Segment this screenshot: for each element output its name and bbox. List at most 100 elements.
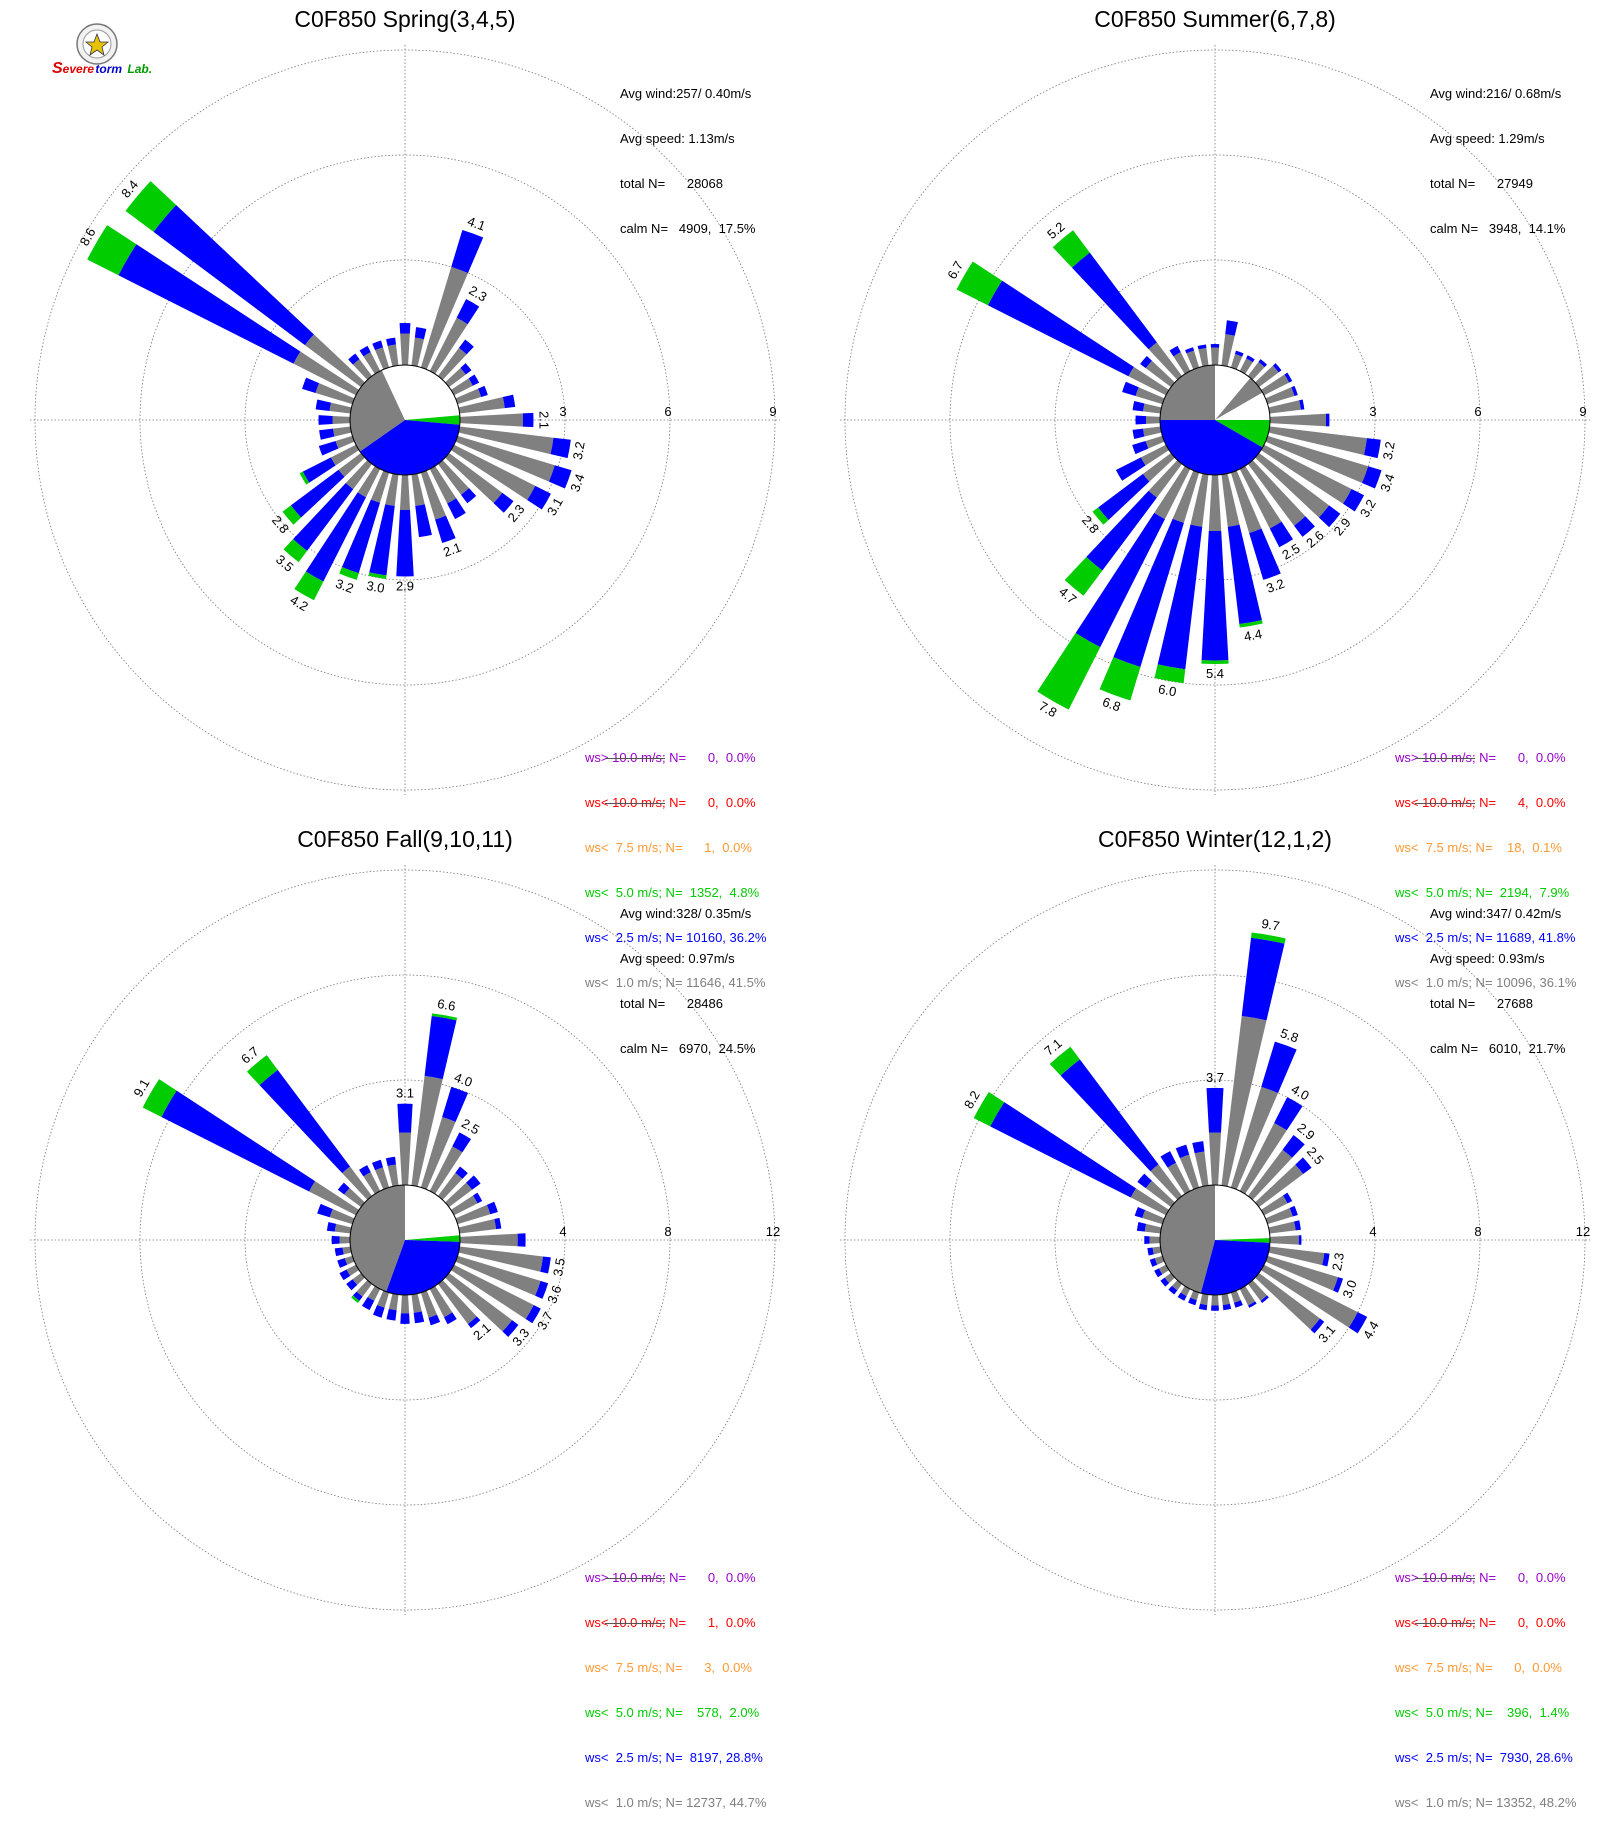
bar-segment (1230, 1086, 1279, 1190)
bar-segment (451, 1264, 534, 1319)
bar-segment (1177, 1292, 1187, 1301)
bar-segment (956, 261, 1003, 306)
bar-segment (294, 571, 324, 601)
bar-segment (1201, 660, 1229, 664)
bar-segment (455, 388, 482, 405)
bar-segment (486, 1201, 498, 1215)
bar-segment (1272, 363, 1282, 373)
bar-segment (437, 1280, 477, 1324)
legend-row: ws> 10.0 m/s; N= 0, 0.0% (1395, 750, 1566, 765)
bar-segment (455, 1204, 491, 1225)
calm-pie-slice (405, 365, 460, 420)
bar-segment (458, 397, 505, 414)
bar-segment (1294, 516, 1315, 537)
speed-legend: ws> 10.0 m/s; N= 0, 0.0% ws< 10.0 m/s; N… (585, 720, 766, 1020)
severe-storm-lab-logo: Severe torm Lab. (52, 22, 152, 84)
bar-segment (445, 452, 503, 504)
bar-segment (1206, 1087, 1224, 1133)
ring-label: 12 (1576, 1224, 1590, 1239)
bar-segment (332, 415, 351, 425)
bar-segment (1150, 1164, 1183, 1200)
bar-segment (411, 473, 425, 506)
bar-segment (387, 1164, 399, 1187)
total-n: total N= 27949 (1430, 176, 1533, 191)
avg-speed: Avg speed: 1.13m/s (620, 131, 735, 146)
legend-row: ws< 7.5 m/s; N= 1, 0.0% (585, 840, 752, 855)
bar-segment (456, 299, 480, 325)
bar-label: 3.2 (570, 440, 588, 460)
bar-segment (351, 1295, 360, 1303)
legend-row: ws< 7.5 m/s; N= 18, 0.1% (1395, 840, 1562, 855)
bar-segment (387, 344, 399, 367)
bar-label: 6.6 (436, 996, 456, 1014)
bar-segment (142, 1079, 177, 1117)
bar-segment (1333, 1277, 1344, 1293)
bar-segment (337, 1182, 350, 1195)
grid-ring (949, 154, 1481, 686)
bar-segment (1037, 632, 1101, 710)
logo-seal-icon (76, 23, 118, 65)
bar-segment (1269, 521, 1294, 548)
bar-segment (397, 1103, 413, 1133)
bar-segment (1291, 385, 1298, 397)
legend-row: ws< 2.5 m/s; N= 11689, 41.8% (1395, 930, 1576, 945)
bar-segment (429, 1146, 463, 1194)
ring-label: 4 (1369, 1224, 1376, 1239)
bar-segment (1148, 460, 1183, 498)
bar-segment (1179, 1154, 1200, 1190)
bar-segment (1167, 1162, 1191, 1194)
bar-segment (293, 351, 359, 396)
calm-pie-slice (1215, 420, 1270, 448)
bar-label: 3.0 (365, 578, 385, 596)
bar-segment (1284, 372, 1293, 383)
bar-segment (493, 492, 514, 513)
bar-segment (1255, 365, 1279, 388)
bar-segment (1144, 1223, 1162, 1234)
bar-segment (125, 181, 177, 232)
bar-segment (161, 1090, 316, 1192)
bar-segment (1325, 413, 1330, 427)
panel-title: C0F850 Summer(6,7,8) (1094, 6, 1336, 32)
bar-segment (466, 1175, 481, 1190)
legend-row: ws< 1.0 m/s; N= 11646, 41.5% (585, 975, 766, 990)
bar-segment (333, 426, 352, 437)
bar-segment (1098, 473, 1150, 520)
bar-segment (1132, 440, 1149, 455)
wind-rose-winter: 4 8 123.79.75.84.02.92.52.33.04.43.18.27.1 (840, 865, 1590, 1615)
bar-segment (1248, 1301, 1257, 1308)
bar-segment (334, 1223, 352, 1234)
bar-segment (1160, 1277, 1170, 1287)
bar-segment (1208, 1132, 1222, 1186)
bar-segment (341, 499, 380, 574)
legend-row: ws> 10.0 m/s; N= 0, 0.0% (1395, 1570, 1566, 1585)
bar-segment (1173, 352, 1191, 374)
bar-segment (388, 1293, 399, 1311)
stats-box: Avg wind:257/ 0.40m/s Avg speed: 1.13m/s… (620, 56, 756, 266)
bar-segment (318, 415, 333, 425)
bar-segment (431, 1013, 458, 1021)
bar-segment (415, 504, 432, 538)
bar-segment (377, 1290, 390, 1308)
bar-segment (315, 399, 332, 412)
bar-segment (329, 402, 352, 414)
ring-label: 9 (1579, 404, 1586, 419)
calm-pie-slice (1160, 420, 1263, 475)
bar-segment (1132, 428, 1145, 439)
bar-segment (459, 1233, 518, 1247)
calm-pie-slice (405, 415, 461, 425)
bar-segment (1113, 518, 1184, 667)
bar-segment (1144, 1236, 1150, 1244)
bar-segment (1186, 350, 1200, 370)
bar-segment (400, 1294, 410, 1314)
grid-ring (139, 974, 671, 1506)
bar-segment (344, 1187, 365, 1208)
bar-segment (1348, 1312, 1368, 1334)
grid-ring (844, 49, 1586, 791)
bar-segment (153, 205, 314, 346)
legend-row: ws< 1.0 m/s; N= 10096, 36.1% (1395, 975, 1577, 990)
bar-segment (445, 1272, 513, 1332)
calm-pie-slice (1160, 365, 1215, 420)
bar-segment (420, 1116, 456, 1190)
bar-segment (437, 1172, 463, 1200)
bar-segment (367, 1286, 381, 1301)
